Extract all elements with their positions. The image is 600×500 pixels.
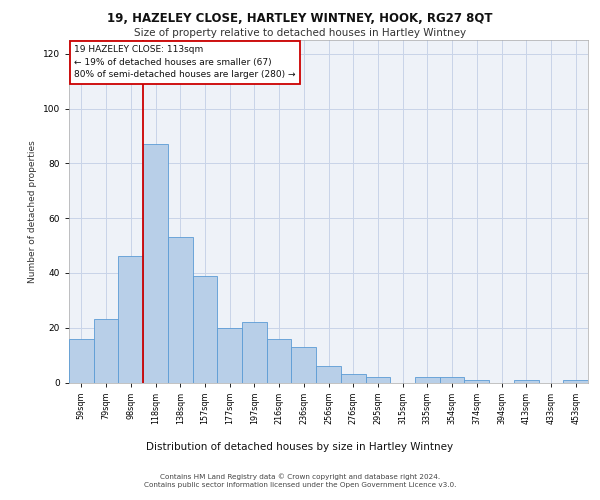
Bar [143, 144, 168, 382]
Text: Distribution of detached houses by size in Hartley Wintney: Distribution of detached houses by size … [146, 442, 454, 452]
Bar [341, 374, 365, 382]
Bar [217, 328, 242, 382]
Bar [316, 366, 341, 382]
Bar [94, 320, 118, 382]
Text: 19 HAZELEY CLOSE: 113sqm
← 19% of detached houses are smaller (67)
80% of semi-d: 19 HAZELEY CLOSE: 113sqm ← 19% of detach… [74, 45, 296, 79]
Text: Size of property relative to detached houses in Hartley Wintney: Size of property relative to detached ho… [134, 28, 466, 38]
Bar [292, 347, 316, 382]
Bar [415, 377, 440, 382]
Bar [242, 322, 267, 382]
Text: 19, HAZELEY CLOSE, HARTLEY WINTNEY, HOOK, RG27 8QT: 19, HAZELEY CLOSE, HARTLEY WINTNEY, HOOK… [107, 12, 493, 26]
Bar [563, 380, 588, 382]
Text: Contains HM Land Registry data © Crown copyright and database right 2024.
Contai: Contains HM Land Registry data © Crown c… [144, 473, 456, 488]
Bar [69, 338, 94, 382]
Bar [168, 238, 193, 382]
Bar [118, 256, 143, 382]
Bar [193, 276, 217, 382]
Bar [514, 380, 539, 382]
Y-axis label: Number of detached properties: Number of detached properties [28, 140, 37, 282]
Bar [365, 377, 390, 382]
Bar [267, 338, 292, 382]
Bar [464, 380, 489, 382]
Bar [440, 377, 464, 382]
